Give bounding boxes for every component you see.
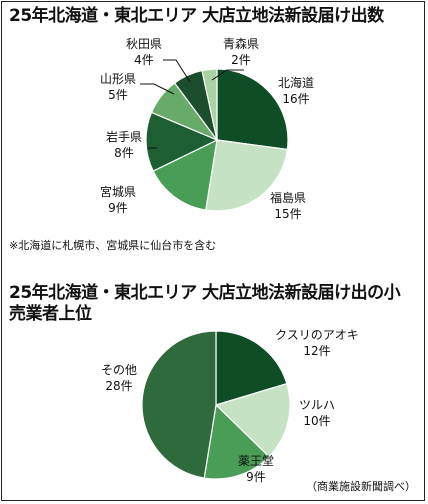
chart2-slice-2: [203, 403, 270, 480]
chart1-slice-6-name-label: 青森県: [223, 36, 259, 51]
chart1-slice-2-value-label: 9件: [108, 201, 128, 215]
chart2-title-line1: 25年北海道・東北エリア 大店立地法新設届け出の小: [9, 283, 401, 303]
chart2-slice-3: [141, 330, 217, 479]
chart2-slice-0: [215, 330, 288, 406]
chart2-title-line2: 売業者上位: [9, 304, 92, 324]
chart2-slice-1-name-label: ツルハ: [299, 398, 335, 412]
chart2-slice-2-value-label: 9件: [246, 470, 266, 484]
source-note: （商業施設新聞調べ）: [306, 480, 416, 493]
chart1-slice-1: [205, 139, 289, 212]
chart2-slice-1-value-label: 10件: [303, 414, 330, 428]
chart1-slice-3-value-label: 8件: [114, 146, 134, 160]
chart1-slice-5-value-label: 4件: [134, 53, 154, 67]
chart1-slice-1-value-label: 15件: [274, 207, 301, 221]
chart2-slice-3-value-label: 28件: [105, 379, 132, 393]
chart1-slice-5-name-label: 秋田県: [126, 37, 162, 51]
chart1-slice-6: [201, 68, 218, 141]
chart1-slice-4-value-label: 5件: [108, 88, 128, 102]
chart1-slice-2: [152, 138, 218, 211]
chart2-slice-0-value-label: 12件: [303, 344, 330, 358]
chart2-slice-3-name-label: その他: [101, 363, 137, 377]
chart1-title: 25年北海道・東北エリア 大店立地法新設届け出数: [9, 6, 384, 26]
chart1-slice-0-name-label: 北海道: [278, 75, 314, 90]
chart1-slice-0-value-label: 16件: [282, 92, 309, 106]
chart1-footnote: ※北海道に札幌市、宮城県に仙台市を含む: [9, 239, 217, 252]
chart1-slice-4-name-label: 山形県: [100, 72, 136, 86]
chart1-slice-6-value-label: 2件: [231, 53, 251, 67]
chart1-slice-3: [145, 111, 219, 172]
chart2-slice-0-name-label: クスリのアオキ: [275, 328, 359, 342]
chart2-slice-1: [214, 382, 291, 458]
chart1-slice-3-name-label: 岩手県: [106, 129, 142, 144]
chart1-slice-1-name-label: 福島県: [270, 190, 306, 205]
chart1-slice-2-name-label: 宮城県: [100, 184, 136, 199]
chart2-slice-2-name-label: 薬王堂: [238, 454, 274, 468]
